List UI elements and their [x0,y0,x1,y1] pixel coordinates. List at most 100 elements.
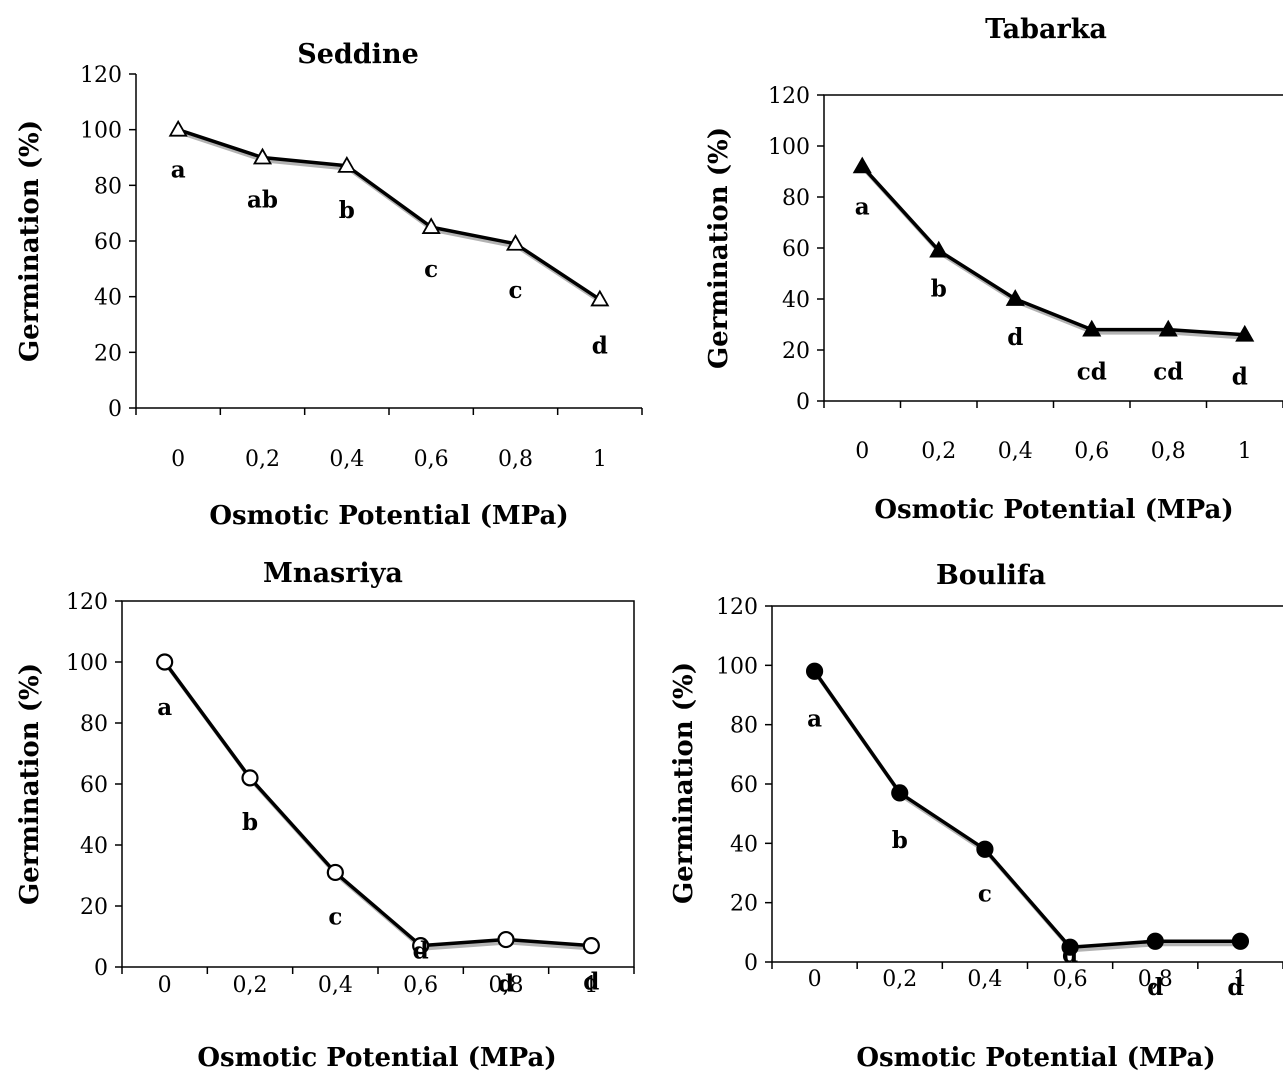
x-tick-label: 1 [1238,439,1252,464]
significance-letter: b [931,276,947,303]
x-axis-title: Osmotic Potential (MPa) [197,1043,556,1073]
data-point [412,937,430,955]
series-line-shadow [179,130,603,305]
data-point [1158,319,1178,337]
chart-panel: 0 20 40 60 80 100 120 0 0,2 0,4 0,6 0,8 1 Mnasriya Osm… [15,558,635,1073]
significance-letter: b [892,827,908,854]
data-point [497,930,515,949]
x-tick-label: 0,8 [498,447,533,472]
significance-letter: cd [1077,359,1107,386]
x-tick-label: 0,8 [1138,967,1173,992]
y-tick-label: 0 [108,397,122,422]
data-point [1061,938,1079,956]
x-tick-label: 0 [158,973,172,998]
x-tick-label: 0,2 [882,967,917,992]
data-point [252,147,273,165]
data-point [156,653,174,671]
significance-letter: c [508,277,522,304]
significance-letter: ab [247,187,278,214]
x-tick-label: 0,4 [329,447,364,472]
series-line [813,670,1241,949]
x-tick-label: 0 [855,439,869,464]
significance-letter: cd [1153,359,1183,386]
x-tick-label: 0,2 [245,447,280,472]
y-axis-title: Germination (%) [15,663,45,905]
series-line [861,165,1245,337]
x-tick-label: 0,6 [1074,439,1109,464]
significance-letter: b [242,809,258,836]
plot-frame [771,605,1283,963]
x-tick-label: 1 [584,973,598,998]
y-tick-label: 40 [80,834,108,859]
x-axis-title: Osmotic Potential (MPa) [856,1043,1215,1073]
y-tick-label: 120 [80,63,122,88]
chart-title: Mnasriya [263,558,403,589]
y-tick-label: 80 [94,174,122,199]
x-tick-label: 0,2 [921,439,956,464]
significance-letter: d [1227,974,1243,1001]
significance-letter: a [157,694,172,721]
y-tick-label: 120 [768,84,810,109]
y-axis-title: Germination (%) [15,120,45,362]
y-tick-label: 0 [744,951,758,976]
y-tick-label: 60 [730,773,758,798]
data-point [852,156,872,174]
y-tick-label: 20 [94,341,122,366]
data-point [241,769,259,787]
data-point [168,119,188,137]
significance-letter: a [171,157,186,184]
y-tick-label: 20 [80,895,108,920]
x-tick-label: 0 [171,447,185,472]
data-point [1235,324,1255,342]
data-point [1231,932,1250,950]
x-tick-label: 0,8 [489,973,524,998]
chart-title: Seddine [297,39,419,70]
series-line-shadow [165,663,594,951]
data-point [929,240,949,258]
significance-letter: d [592,332,608,359]
data-point [891,784,909,802]
x-tick-label: 0 [808,967,822,992]
x-axis-title: Osmotic Potential (MPa) [874,495,1233,525]
y-tick-label: 100 [716,654,758,679]
x-tick-label: 0,4 [318,973,353,998]
plot-frame [823,94,1283,402]
y-tick-label: 80 [730,714,758,739]
significance-letter: d [498,971,514,998]
x-tick-label: 0,6 [403,973,438,998]
y-tick-label: 80 [80,712,108,737]
y-tick-label: 20 [782,339,810,364]
significance-letter: b [339,197,355,224]
x-tick-label: 0,4 [998,439,1033,464]
data-point [326,863,344,882]
y-tick-label: 100 [66,651,108,676]
data-point [505,233,526,251]
y-tick-label: 60 [782,237,810,262]
y-tick-label: 0 [796,390,810,415]
x-tick-label: 0,6 [414,447,449,472]
significance-letter: a [807,705,822,732]
series-line [177,128,601,301]
chart-panel: 0 20 40 60 80 100 120 0 0,2 0,4 0,6 0,8 1 Seddine Osmo… [15,39,643,531]
x-tick-label: 1 [1233,967,1247,992]
y-axis-title: Germination (%) [669,662,699,904]
data-point [1082,319,1102,337]
chart-panel: 0 20 40 60 80 100 120 0 0,2 0,4 0,6 0,8 1 Tabarka Osmo… [704,14,1283,525]
data-point [1146,932,1164,950]
data-point [582,937,600,955]
y-tick-label: 100 [80,119,122,144]
x-tick-label: 1 [593,447,607,472]
significance-letter: c [424,256,438,283]
chart-title: Boulifa [936,560,1046,591]
y-tick-label: 40 [94,286,122,311]
significance-letter: d [1007,324,1023,351]
data-point [590,289,610,307]
y-tick-label: 100 [768,135,810,160]
data-point [1005,289,1025,306]
series-line-shadow [814,673,1243,953]
y-tick-label: 120 [66,590,108,615]
chart-title: Tabarka [985,14,1107,45]
data-point [805,662,824,680]
significance-letter: d [1147,974,1163,1001]
y-tick-label: 60 [80,773,108,798]
